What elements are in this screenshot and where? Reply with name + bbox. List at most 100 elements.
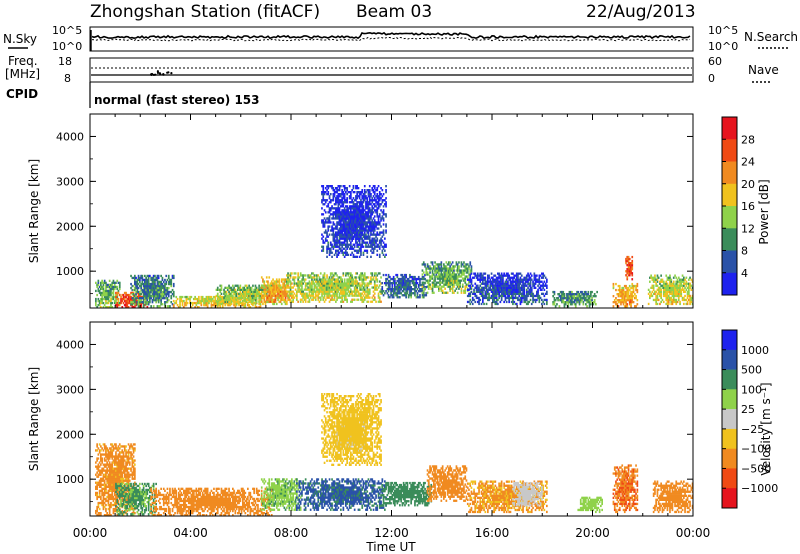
- range-gate-cell: [329, 282, 332, 285]
- range-gate-cell: [157, 301, 160, 304]
- range-gate-cell: [335, 207, 337, 210]
- range-gate-cell: [419, 290, 421, 293]
- range-gate-cell: [232, 299, 234, 303]
- range-gate-cell: [323, 225, 326, 228]
- range-gate-cell: [260, 292, 263, 295]
- range-gate-cell: [347, 286, 350, 289]
- range-gate-cell: [445, 291, 448, 294]
- range-gate-cell: [164, 293, 166, 296]
- range-gate-cell: [259, 292, 262, 295]
- range-gate-cell: [228, 290, 230, 293]
- range-gate-cell: [340, 247, 342, 250]
- range-gate-cell: [397, 286, 400, 289]
- range-gate-cell: [337, 288, 340, 291]
- range-gate-cell: [466, 294, 469, 298]
- range-gate-cell: [278, 284, 281, 287]
- range-gate-cell: [137, 303, 140, 306]
- range-gate-cell: [355, 231, 357, 234]
- range-gate-cell: [361, 189, 364, 192]
- range-gate-cell: [165, 297, 168, 300]
- range-gate-cell: [478, 296, 480, 300]
- range-gate-cell: [250, 288, 253, 291]
- range-gate-cell: [322, 223, 325, 226]
- range-gate-cell: [149, 274, 151, 278]
- range-gate-cell: [274, 292, 277, 295]
- range-gate-cell: [363, 195, 366, 198]
- range-gate-cell: [361, 239, 364, 242]
- range-gate-cell: [415, 286, 418, 289]
- range-gate-cell: [510, 294, 513, 298]
- range-gate-cell: [448, 273, 450, 276]
- range-gate-cell: [355, 292, 357, 295]
- range-gate-cell: [149, 282, 151, 286]
- range-gate-cell: [360, 219, 362, 222]
- range-gate-cell: [355, 219, 357, 222]
- range-gate-cell: [363, 219, 366, 222]
- range-gate-cell: [322, 213, 325, 216]
- range-gate-cell: [327, 241, 330, 244]
- range-gate-cell: [539, 274, 542, 277]
- range-gate-cell: [416, 288, 419, 291]
- range-gate-cell: [363, 290, 366, 293]
- range-gate-cell: [311, 272, 313, 275]
- range-gate-cell: [372, 294, 375, 297]
- range-gate-cell: [522, 280, 524, 283]
- range-gate-cell: [387, 282, 390, 285]
- range-gate-cell: [385, 225, 387, 228]
- range-gate-cell: [139, 284, 141, 288]
- range-gate-cell: [448, 281, 450, 284]
- range-gate-cell: [280, 280, 283, 283]
- range-gate-cell: [350, 284, 352, 287]
- range-gate-cell: [512, 276, 514, 279]
- range-gate-cell: [328, 294, 331, 297]
- range-gate-cell: [373, 284, 376, 287]
- range-gate-cell: [377, 185, 380, 188]
- range-gate-cell: [255, 294, 258, 298]
- range-gate-cell: [224, 298, 227, 302]
- range-gate-cell: [194, 306, 196, 309]
- range-gate-cell: [123, 304, 126, 307]
- range-gate-cell: [440, 277, 443, 280]
- range-gate-cell: [470, 282, 473, 285]
- range-gate-cell: [288, 274, 291, 277]
- range-gate-cell: [338, 223, 341, 226]
- beam-label: Beam 03: [356, 2, 432, 22]
- range-gate-cell: [346, 243, 348, 246]
- range-gate-cell: [352, 280, 355, 283]
- range-gate-cell: [465, 263, 468, 266]
- range-gate-cell: [479, 298, 482, 302]
- range-gate-cell: [505, 290, 508, 293]
- range-gate-cell: [366, 290, 369, 293]
- range-gate-cell: [340, 284, 342, 287]
- range-gate-cell: [532, 280, 534, 283]
- range-gate-cell: [427, 287, 430, 290]
- range-gate-cell: [155, 295, 157, 298]
- range-gate-cell: [451, 265, 454, 268]
- range-gate-cell: [125, 304, 127, 307]
- range-gate-cell: [280, 290, 283, 293]
- range-gate-cell: [525, 288, 528, 291]
- range-gate-cell: [343, 298, 346, 301]
- range-gate-cell: [296, 292, 298, 295]
- range-gate-cell: [424, 286, 426, 289]
- range-gate-cell: [342, 201, 345, 204]
- range-gate-cell: [268, 286, 271, 289]
- range-gate-cell: [147, 274, 150, 278]
- range-gate-cell: [160, 280, 162, 284]
- range-gate-cell: [371, 243, 374, 246]
- range-gate-cell: [382, 245, 385, 248]
- range-gate-cell: [122, 295, 125, 299]
- range-gate-cell: [382, 217, 385, 220]
- range-gate-cell: [382, 231, 385, 234]
- range-gate-cell: [146, 306, 149, 309]
- range-gate-cell: [375, 199, 377, 202]
- range-gate-cell: [378, 290, 381, 293]
- range-gate-cell: [146, 278, 149, 282]
- range-gate-cell: [357, 292, 360, 295]
- range-gate-cell: [381, 286, 384, 289]
- range-gate-cell: [233, 298, 235, 302]
- range-gate-cell: [357, 215, 360, 218]
- range-gate-cell: [329, 209, 332, 212]
- range-gate-cell: [323, 290, 326, 293]
- range-gate-cell: [351, 298, 353, 301]
